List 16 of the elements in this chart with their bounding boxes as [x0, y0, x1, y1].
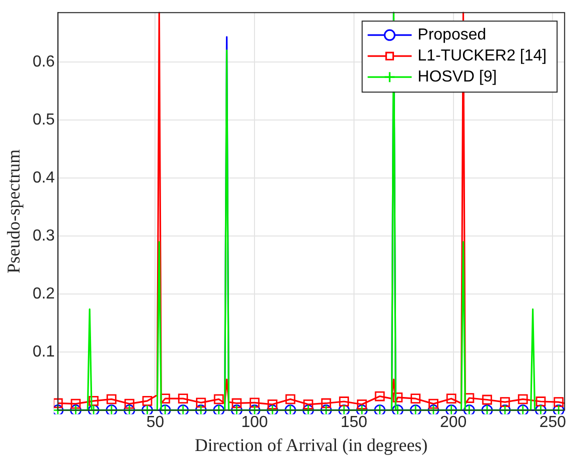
legend-label: Proposed [418, 26, 486, 44]
x-tick-label: 50 [146, 414, 164, 432]
x-tick-label: 150 [340, 414, 368, 432]
x-axis-title: Direction of Arrival (in degrees) [194, 434, 428, 455]
legend-label: HOSVD [9] [418, 68, 497, 86]
y-axis-title: Pseudo-spectrum [4, 149, 24, 274]
y-tick-label: 0.1 [32, 344, 55, 361]
x-tick-label: 200 [440, 414, 467, 432]
x-tick-label: 100 [241, 414, 268, 432]
y-tick-label: 0.2 [32, 286, 55, 303]
legend-label: L1-TUCKER2 [14] [418, 48, 547, 65]
y-tick-label: 0.4 [32, 169, 55, 186]
y-tick-label: 0.3 [32, 227, 55, 244]
x-tick-label: 250 [539, 414, 566, 432]
y-tick-label: 0.6 [32, 53, 55, 70]
y-tick-label: 0.5 [32, 111, 55, 128]
